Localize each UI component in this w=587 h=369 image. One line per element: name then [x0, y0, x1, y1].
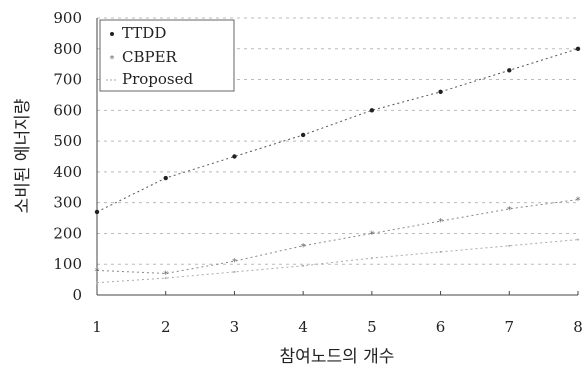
series-group: * * * * * * * *	[94, 46, 581, 284]
legend-marker-cbper: *	[110, 54, 115, 65]
data-point-proposed	[233, 270, 236, 273]
data-point-ttdd	[232, 154, 237, 159]
data-point-cbper: *	[438, 217, 443, 228]
legend-label-cbper: CBPER	[122, 48, 178, 66]
y-tick-label: 700	[53, 71, 82, 89]
series-line-cbper	[96, 199, 579, 274]
data-point-cbper: *	[576, 196, 581, 207]
x-tick-label: 7	[505, 318, 515, 336]
y-axis-title: 소비된 에너지량	[13, 98, 33, 213]
data-point-ttdd	[163, 175, 168, 181]
data-point-proposed	[439, 250, 442, 253]
legend-label-ttdd: TTDD	[122, 24, 166, 42]
data-point-ttdd	[300, 132, 306, 138]
data-point-proposed	[508, 244, 511, 247]
y-tick-labels: 0 100 200 300 400 500 600 700 800 900	[53, 9, 82, 304]
legend-box	[99, 19, 235, 92]
x-axis-title: 참여노드의 개수	[280, 347, 395, 367]
data-point-cbper: *	[95, 266, 100, 277]
data-point-proposed	[370, 257, 373, 260]
y-tick-label: 100	[53, 255, 82, 273]
y-tick-label: 200	[53, 224, 82, 242]
y-tick-label: 500	[53, 132, 82, 150]
x-tick-label: 8	[573, 318, 583, 336]
y-tick-label: 300	[53, 194, 82, 212]
data-point-cbper: *	[232, 257, 237, 268]
data-point-ttdd	[438, 89, 443, 95]
x-tick-label: 4	[298, 318, 308, 336]
x-tick-labels: 1 2 3 4 5 6 7 8	[92, 291, 583, 336]
y-tick-label: 0	[72, 286, 82, 304]
data-point-proposed	[164, 277, 167, 280]
series-line-proposed	[96, 239, 579, 284]
y-tick-label: 400	[53, 163, 82, 181]
data-point-proposed	[577, 238, 579, 241]
data-point-proposed	[96, 281, 98, 284]
legend: TTDD * CBPER Proposed	[99, 19, 235, 92]
data-point-cbper: *	[301, 242, 306, 253]
x-tick-label: 2	[161, 318, 171, 336]
x-tick-label: 3	[230, 318, 240, 336]
data-point-cbper: *	[507, 205, 512, 216]
plot-frame	[96, 18, 578, 296]
legend-marker-ttdd	[110, 32, 114, 36]
data-point-ttdd	[575, 46, 581, 51]
data-point-cbper: *	[163, 269, 168, 280]
data-point-proposed	[302, 264, 305, 267]
grid-lines	[97, 17, 578, 265]
data-point-ttdd	[507, 68, 512, 73]
x-tick-label: 1	[92, 318, 102, 336]
x-tick-label: 5	[367, 318, 377, 336]
data-point-ttdd	[369, 108, 375, 113]
data-point-ttdd	[94, 209, 100, 215]
y-tick-label: 800	[53, 40, 82, 58]
y-tick-label: 600	[53, 101, 82, 119]
legend-label-proposed: Proposed	[122, 70, 194, 88]
y-tick-label: 900	[53, 9, 82, 27]
x-tick-label: 6	[436, 318, 446, 336]
data-point-cbper: *	[369, 229, 374, 240]
